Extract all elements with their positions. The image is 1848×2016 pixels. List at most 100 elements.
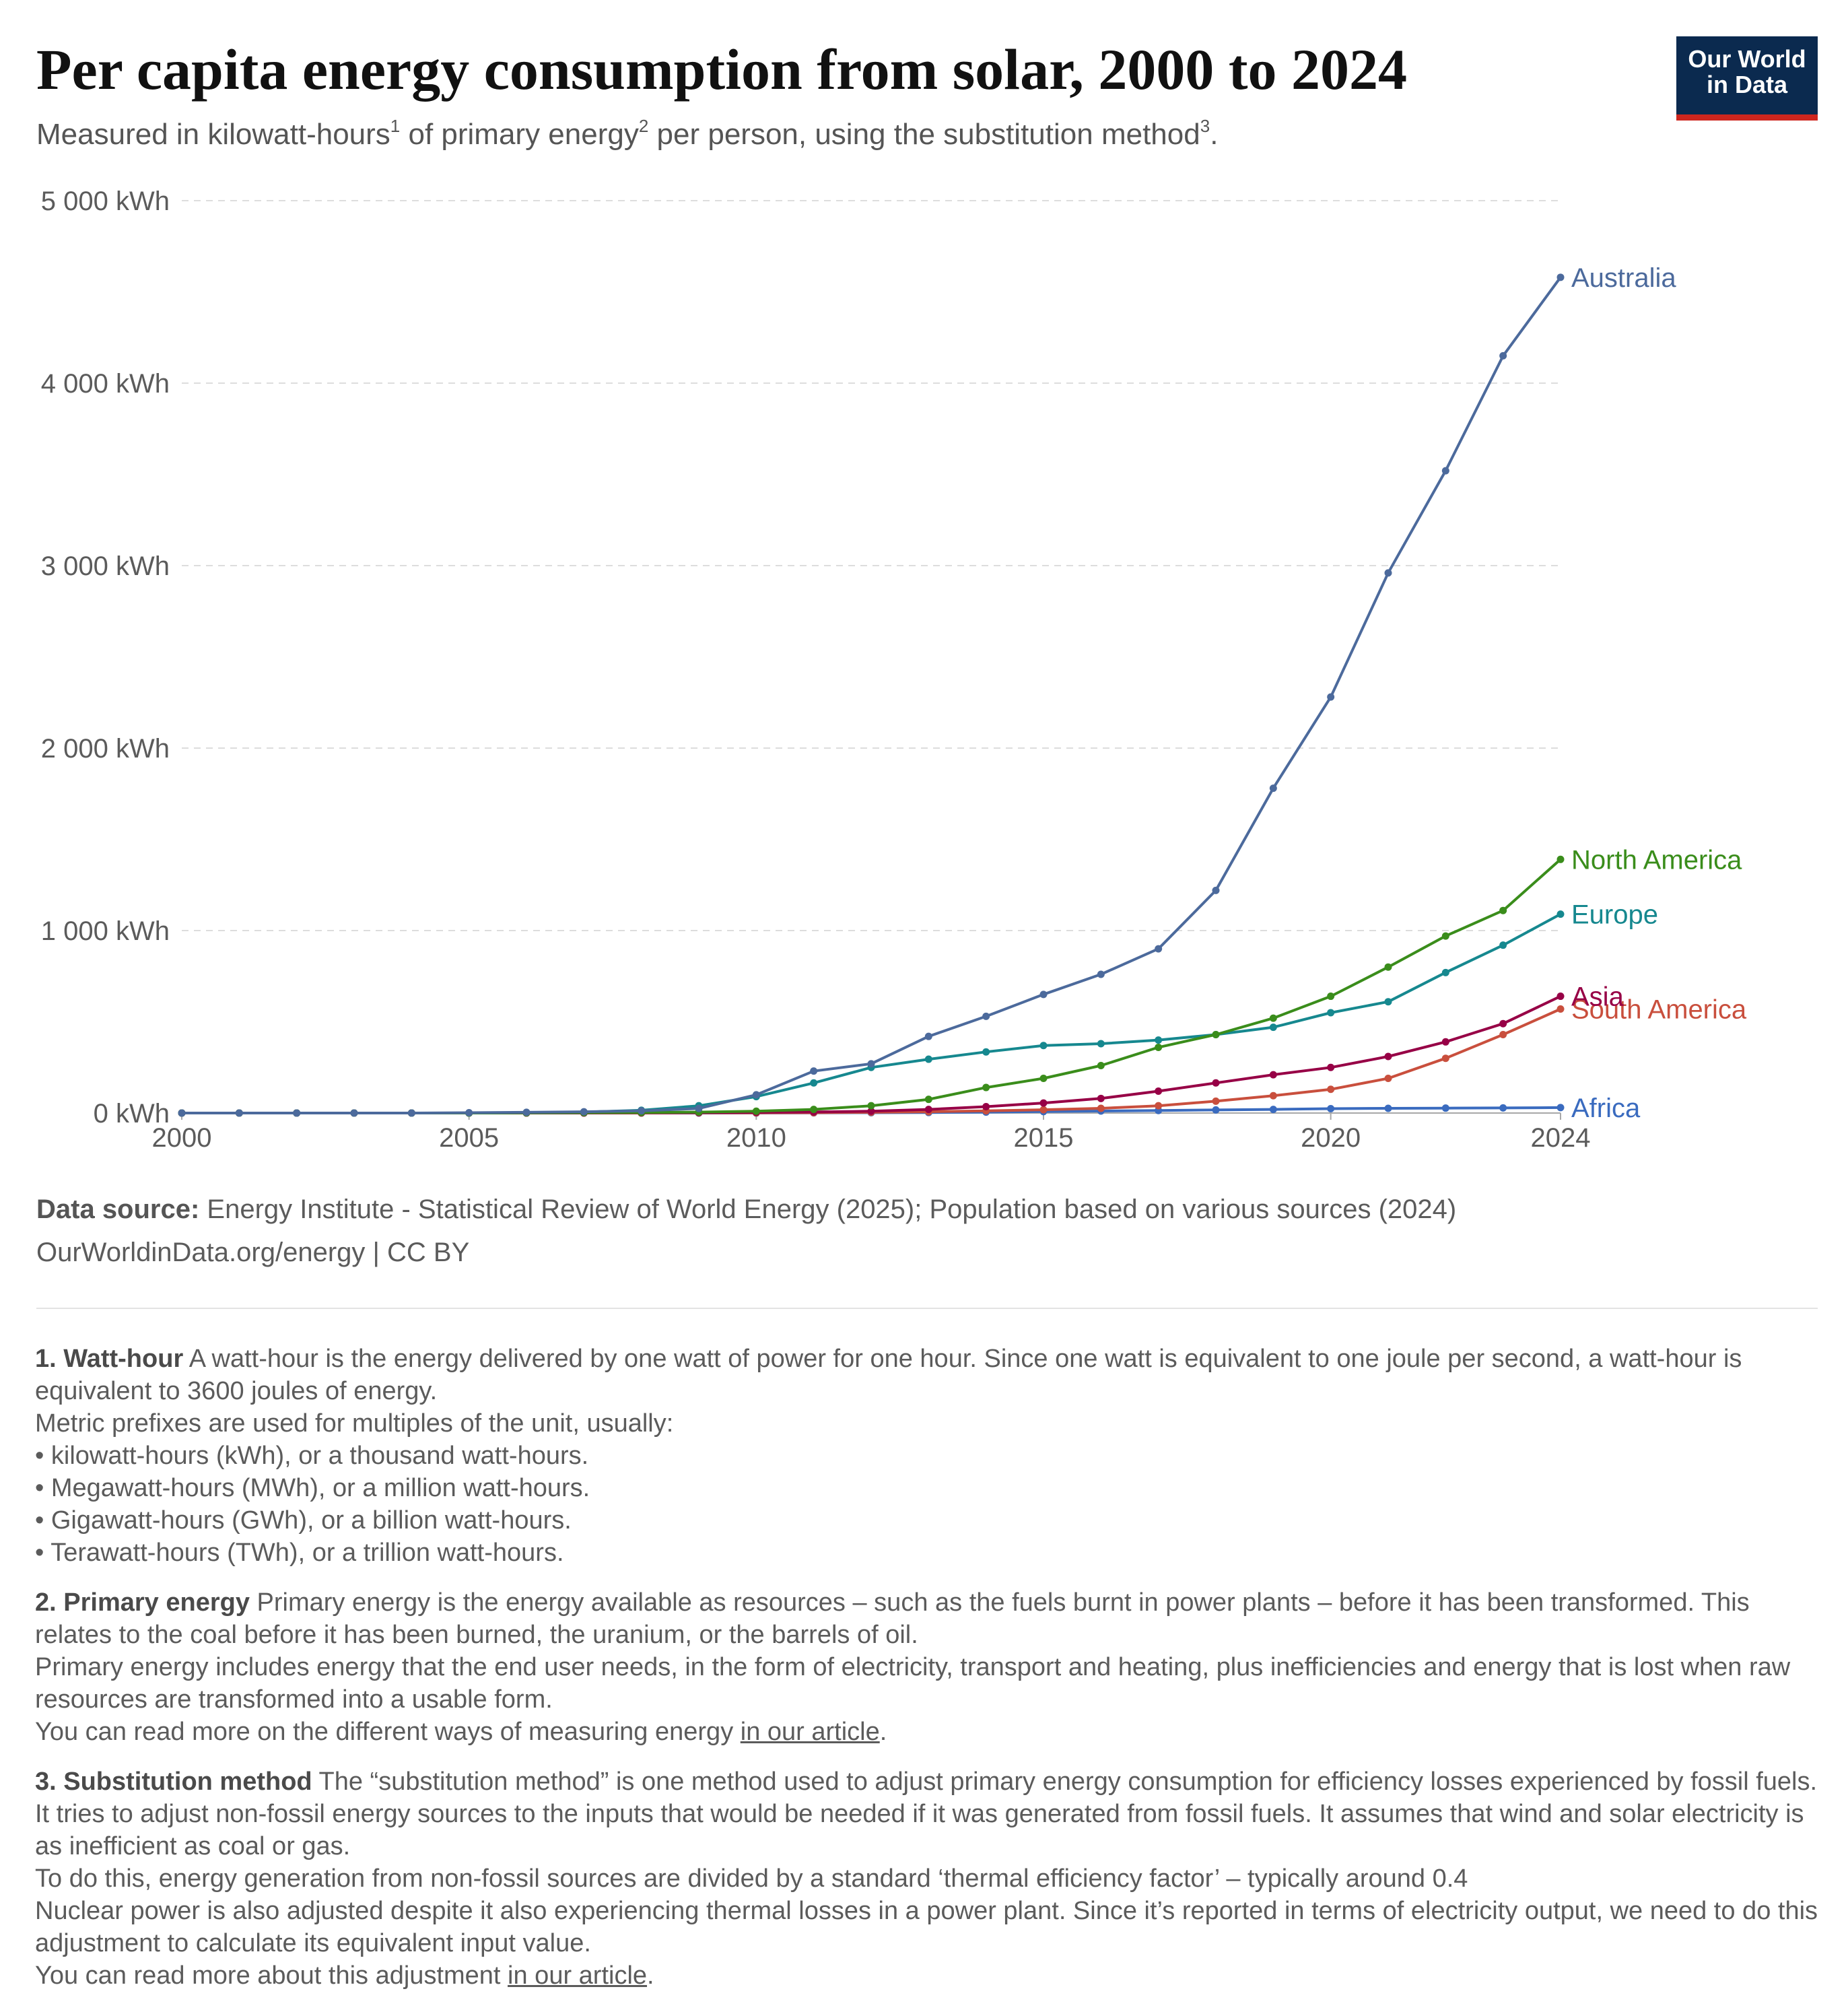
data-point[interactable] (1097, 1104, 1105, 1112)
data-point[interactable] (1212, 1079, 1220, 1087)
data-point[interactable] (1441, 467, 1449, 475)
data-point[interactable] (1269, 1014, 1277, 1022)
data-point[interactable] (1269, 1091, 1277, 1100)
data-point[interactable] (924, 1032, 932, 1040)
series-line-europe[interactable] (182, 912, 1561, 1114)
data-point[interactable] (867, 1102, 875, 1110)
data-point[interactable] (1212, 1030, 1220, 1038)
series-label-africa[interactable]: Africa (1571, 1094, 1641, 1123)
data-point[interactable] (1327, 693, 1335, 701)
data-point[interactable] (1499, 1019, 1507, 1028)
data-point[interactable] (1499, 906, 1507, 914)
data-point[interactable] (924, 1106, 932, 1114)
data-point[interactable] (867, 1060, 875, 1068)
series-label-europe[interactable]: Europe (1571, 900, 1658, 930)
data-point[interactable] (465, 1108, 473, 1116)
data-point[interactable] (1384, 1052, 1392, 1061)
data-point[interactable] (1384, 569, 1392, 577)
data-point[interactable] (924, 1096, 932, 1104)
data-point[interactable] (1384, 963, 1392, 971)
footnote-ref-2[interactable]: 2 (638, 116, 649, 136)
data-point[interactable] (1155, 945, 1163, 953)
data-point[interactable] (1039, 1099, 1048, 1107)
data-point[interactable] (1556, 910, 1565, 918)
data-point[interactable] (1097, 1062, 1105, 1070)
series-line-australia[interactable] (182, 276, 1562, 1114)
data-point[interactable] (924, 1055, 932, 1063)
series-australia[interactable] (178, 273, 1565, 1117)
data-point[interactable] (1384, 998, 1392, 1006)
data-point[interactable] (1556, 1005, 1565, 1013)
data-point[interactable] (235, 1109, 243, 1117)
data-point[interactable] (982, 1012, 990, 1020)
data-point[interactable] (350, 1109, 358, 1117)
data-point[interactable] (1327, 1104, 1335, 1112)
data-point[interactable] (1097, 1040, 1105, 1048)
series-label-australia[interactable]: Australia (1571, 263, 1676, 293)
data-point[interactable] (1097, 970, 1105, 978)
data-point[interactable] (522, 1108, 531, 1116)
data-point[interactable] (293, 1109, 301, 1117)
data-point[interactable] (1039, 1042, 1048, 1050)
data-point[interactable] (1327, 1063, 1335, 1071)
data-point[interactable] (810, 1106, 818, 1114)
data-point[interactable] (1441, 968, 1449, 976)
data-point[interactable] (1556, 273, 1565, 281)
series-line-north-america[interactable] (182, 858, 1562, 1114)
article-link[interactable]: in our article (740, 1718, 880, 1746)
data-point[interactable] (1155, 1102, 1163, 1110)
data-point[interactable] (1269, 1106, 1277, 1114)
data-point[interactable] (695, 1104, 703, 1112)
footnote-ref-1[interactable]: 1 (390, 116, 401, 136)
data-point[interactable] (1499, 1030, 1507, 1038)
data-point[interactable] (1384, 1075, 1392, 1083)
data-point[interactable] (1499, 941, 1507, 949)
data-point[interactable] (1327, 993, 1335, 1001)
data-point[interactable] (1155, 1036, 1163, 1044)
data-point[interactable] (752, 1107, 760, 1115)
series-north-america[interactable] (178, 855, 1565, 1117)
series-asia[interactable] (178, 993, 1565, 1117)
series-label-asia[interactable]: Asia (1571, 982, 1624, 1012)
data-point[interactable] (1039, 1106, 1048, 1114)
source-url[interactable]: OurWorldinData.org/energy | CC BY (36, 1238, 470, 1267)
footnote-ref-3[interactable]: 3 (1200, 116, 1210, 136)
data-point[interactable] (407, 1109, 415, 1117)
series-label-south-america[interactable]: South America (1571, 995, 1747, 1025)
data-point[interactable] (982, 1103, 990, 1111)
data-point[interactable] (1499, 1104, 1507, 1112)
article-link[interactable]: in our article (508, 1961, 648, 1990)
data-point[interactable] (1155, 1043, 1163, 1051)
data-point[interactable] (1441, 1038, 1449, 1046)
data-point[interactable] (1269, 1023, 1277, 1032)
series-label-north-america[interactable]: North America (1571, 845, 1742, 875)
data-point[interactable] (1499, 351, 1507, 360)
data-point[interactable] (1327, 1009, 1335, 1017)
data-point[interactable] (1384, 1104, 1392, 1112)
data-point[interactable] (810, 1067, 818, 1075)
data-point[interactable] (1327, 1085, 1335, 1094)
data-point[interactable] (752, 1091, 760, 1099)
data-point[interactable] (1155, 1087, 1163, 1095)
data-point[interactable] (178, 1109, 186, 1117)
data-point[interactable] (1441, 1054, 1449, 1063)
data-point[interactable] (1269, 1071, 1277, 1079)
data-point[interactable] (1039, 990, 1048, 999)
data-point[interactable] (982, 1048, 990, 1056)
data-point[interactable] (1441, 1104, 1449, 1112)
data-point[interactable] (1556, 993, 1565, 1001)
data-point[interactable] (1556, 1104, 1565, 1112)
data-point[interactable] (1269, 784, 1277, 793)
data-point[interactable] (1039, 1075, 1048, 1083)
data-point[interactable] (1556, 855, 1565, 863)
data-point[interactable] (1441, 932, 1449, 940)
owid-logo[interactable]: Our World in Data (1676, 36, 1818, 121)
series-line-asia[interactable] (182, 995, 1561, 1114)
data-point[interactable] (1097, 1094, 1105, 1102)
data-point[interactable] (580, 1108, 588, 1116)
data-point[interactable] (1212, 1106, 1220, 1114)
data-point[interactable] (982, 1083, 990, 1091)
data-point[interactable] (867, 1107, 875, 1115)
data-point[interactable] (1212, 886, 1220, 894)
data-point[interactable] (810, 1079, 818, 1087)
